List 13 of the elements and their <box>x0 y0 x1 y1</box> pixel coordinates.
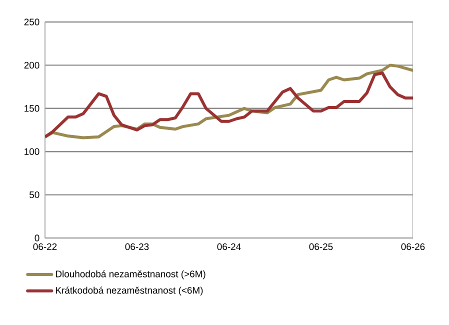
x-tick-label: 06-22 <box>33 243 57 250</box>
x-tick-label: 06-26 <box>401 243 425 250</box>
y-tick-label: 200 <box>24 62 40 69</box>
x-tick-label: 06-25 <box>309 243 333 250</box>
y-tick-label: 100 <box>24 148 40 155</box>
y-tick-label: 50 <box>30 191 40 198</box>
y-tick-label: 250 <box>24 18 40 26</box>
x-tick-label: 06-23 <box>125 243 149 250</box>
y-tick-label: 0 <box>34 234 40 242</box>
legend-label: Krátkodobá nezaměstnanost (<6M) <box>56 286 203 296</box>
legend-label: Dlouhodobá nezaměstnanost (>6M) <box>56 270 206 280</box>
x-tick-label: 06-24 <box>217 243 241 250</box>
y-tick-label: 150 <box>24 105 40 112</box>
